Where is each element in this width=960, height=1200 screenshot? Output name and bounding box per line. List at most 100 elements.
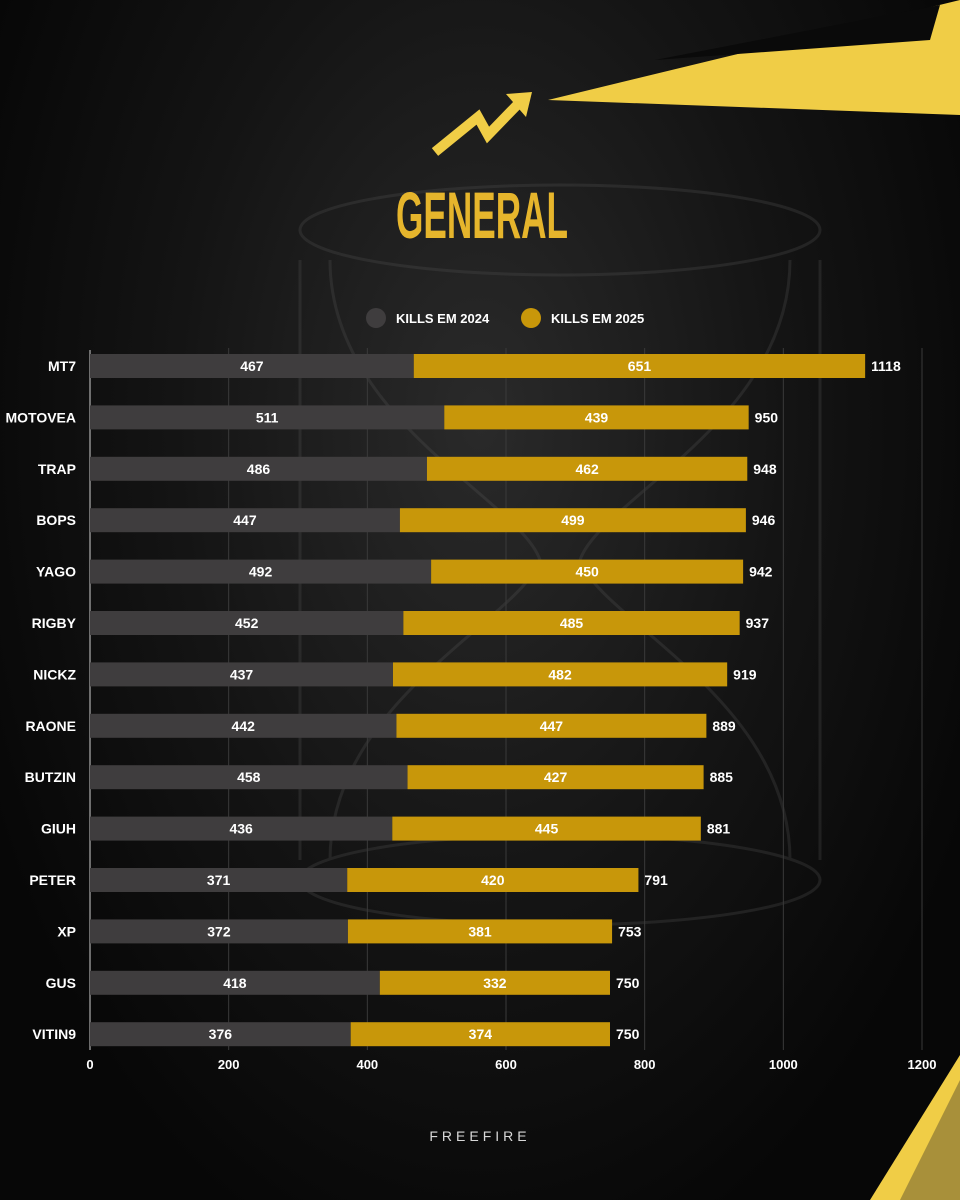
total-label: 881 [707,821,731,837]
bar-2024 [90,508,400,533]
category-label: BOPS [36,512,76,528]
category-label: PETER [29,872,76,888]
chart-title: GENERAL [396,178,568,252]
bar-2025 [431,559,744,584]
bar-2024 [90,816,393,841]
legend: KILLS EM 2024 KILLS EM 2025 [366,308,644,328]
bar-value-label: 442 [232,718,256,734]
bar-value-label: 420 [481,872,505,888]
bar-value-label: 486 [247,461,271,477]
bar-2025 [350,1022,610,1047]
total-label: 753 [618,923,642,939]
bar-value-label: 445 [535,821,559,837]
bar-2025 [399,508,746,533]
bar-value-label: 436 [229,821,253,837]
bar-2025 [347,919,613,944]
bar-2025 [379,970,610,995]
total-label: 950 [755,409,779,425]
bar-value-label: 499 [561,512,585,528]
bar-value-label: 447 [233,512,257,528]
category-label: VITIN9 [32,1026,76,1042]
accent-triangle-bottom-shade [900,1080,960,1200]
bar-value-label: 462 [575,461,599,477]
bar-value-label: 437 [230,666,254,682]
bar-value-label: 447 [540,718,564,734]
x-tick-label: 800 [634,1057,656,1072]
total-label: 791 [644,872,668,888]
bar-value-label: 492 [249,564,273,580]
total-label: 942 [749,564,773,580]
bar-2025 [347,868,639,892]
bar-value-label: 452 [235,615,259,631]
accent-triangle-cut [655,5,940,60]
category-label: NICKZ [33,666,76,682]
total-label: 750 [616,1026,640,1042]
bar-value-label: 418 [223,975,247,991]
category-label: RIGBY [32,615,77,631]
grid-lines [89,348,923,1050]
total-label: 1118 [871,358,901,374]
bar-2024 [90,405,445,430]
bar-value-label: 427 [544,769,568,785]
bar-2024 [90,970,380,995]
bar-2025 [392,816,701,841]
total-label: 889 [712,718,736,734]
bar-2025 [444,405,749,430]
bar-value-label: 651 [628,358,652,374]
bar-value-label: 482 [548,666,572,682]
bar-value-label: 372 [207,923,231,939]
legend-label: KILLS EM 2025 [551,311,644,326]
bar-2024 [90,713,397,738]
bar-value-label: 381 [468,923,492,939]
bar-value-label: 450 [575,564,599,580]
bar-2025 [426,456,748,481]
x-tick-label: 600 [495,1057,517,1072]
bar-2024 [90,611,404,635]
bar-value-label: 485 [560,615,584,631]
bar-value-label: 467 [240,358,264,374]
category-label: RAONE [25,718,76,734]
bar-2024 [90,765,408,790]
total-label: 946 [752,512,776,528]
bar-2024 [90,559,432,584]
bar-2025 [392,662,728,687]
bar-value-label: 511 [256,409,279,425]
category-label: MT7 [48,358,76,374]
category-label: BUTZIN [25,769,76,785]
bar-value-label: 439 [585,409,609,425]
total-label: 948 [753,461,777,477]
x-tick-label: 1200 [908,1057,937,1072]
footer-brand: FREEFIRE [429,1128,531,1144]
bars: 467 651 1118 511 439 950 486 462 948 447 499 946 492… [90,354,901,1047]
category-label: YAGO [36,564,76,580]
total-label: 919 [733,666,757,682]
bar-2025 [396,713,707,738]
legend-label: KILLS EM 2024 [396,311,490,326]
trend-arrow-icon [431,92,532,156]
bar-value-label: 374 [469,1026,493,1042]
bar-2025 [407,765,704,790]
total-label: 885 [710,769,734,785]
bar-2024 [90,662,393,687]
legend-swatch [521,308,541,328]
category-label: GUS [46,975,76,991]
x-tick-label: 1000 [769,1057,798,1072]
bar-value-label: 458 [237,769,261,785]
y-axis-labels: MT7 MOTOVEA TRAP BOPS YAGO RIGBY NICKZ RAONE BUT… [5,358,76,1042]
x-tick-label: 400 [356,1057,378,1072]
bar-2024 [90,1022,351,1047]
total-label: 937 [746,615,770,631]
category-label: XP [57,923,76,939]
bar-2025 [403,611,740,635]
bar-2024 [90,354,414,378]
bar-2025 [413,354,866,378]
bar-2024 [90,868,348,892]
category-label: TRAP [38,461,76,477]
x-tick-label: 200 [218,1057,240,1072]
legend-swatch [366,308,386,328]
category-label: MOTOVEA [5,409,76,425]
bar-value-label: 371 [207,872,231,888]
x-axis-ticks: 0 200 400 600 800 1000 1200 [86,1057,936,1072]
